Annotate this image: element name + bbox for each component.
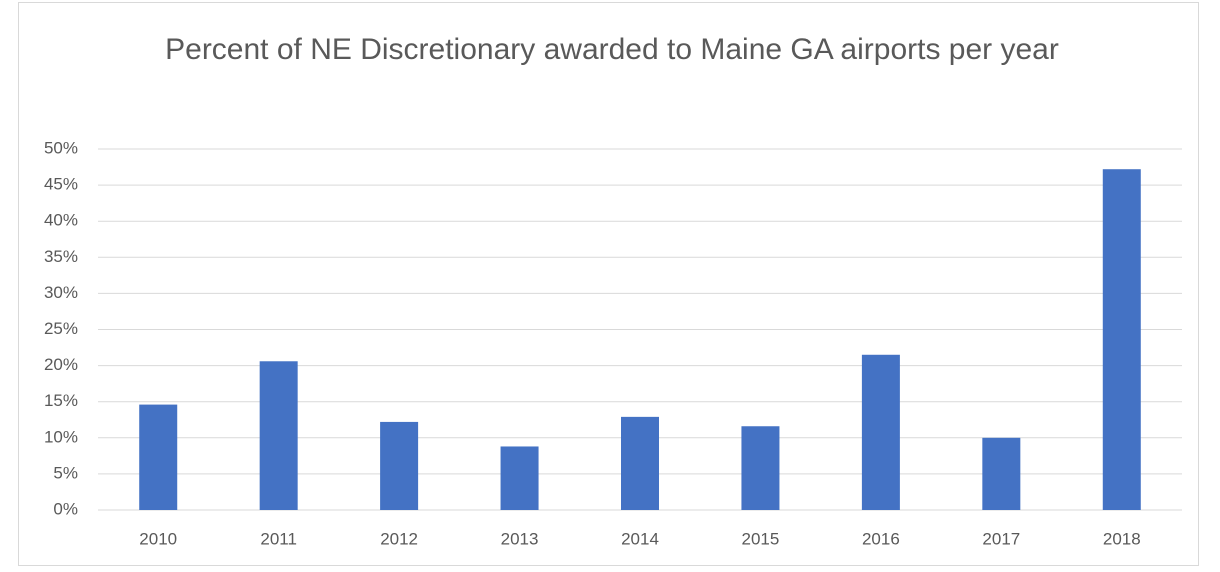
bar — [741, 426, 780, 510]
y-tick-label: 15% — [44, 391, 78, 410]
y-tick-label: 50% — [44, 138, 78, 157]
chart-title: Percent of NE Discretionary awarded to M… — [165, 33, 1059, 66]
x-tick-label: 2018 — [1103, 529, 1141, 548]
y-tick-label: 40% — [44, 211, 78, 230]
bar — [139, 404, 178, 510]
x-tick-label: 2014 — [621, 529, 659, 548]
x-tick-label: 2015 — [742, 529, 780, 548]
y-tick-label: 10% — [44, 427, 78, 446]
y-tick-label: 45% — [44, 175, 78, 194]
bar — [500, 446, 539, 510]
bar — [259, 361, 298, 510]
x-tick-label: 2016 — [862, 529, 900, 548]
x-tick-label: 2011 — [260, 529, 297, 548]
y-tick-label: 5% — [53, 463, 78, 482]
y-tick-label: 30% — [44, 283, 78, 302]
x-tick-label: 2013 — [501, 529, 539, 548]
x-tick-label: 2010 — [139, 529, 177, 548]
y-tick-label: 25% — [44, 319, 78, 338]
bar — [1102, 169, 1141, 510]
bar — [380, 421, 419, 510]
y-tick-label: 0% — [53, 499, 78, 518]
y-tick-label: 20% — [44, 355, 78, 374]
y-tick-label: 35% — [44, 247, 78, 266]
x-tick-label: 2012 — [380, 529, 418, 548]
bar — [621, 416, 659, 510]
bar — [861, 354, 900, 510]
bar — [982, 437, 1021, 510]
x-tick-label: 2017 — [982, 529, 1020, 548]
chart-frame — [18, 2, 1199, 566]
